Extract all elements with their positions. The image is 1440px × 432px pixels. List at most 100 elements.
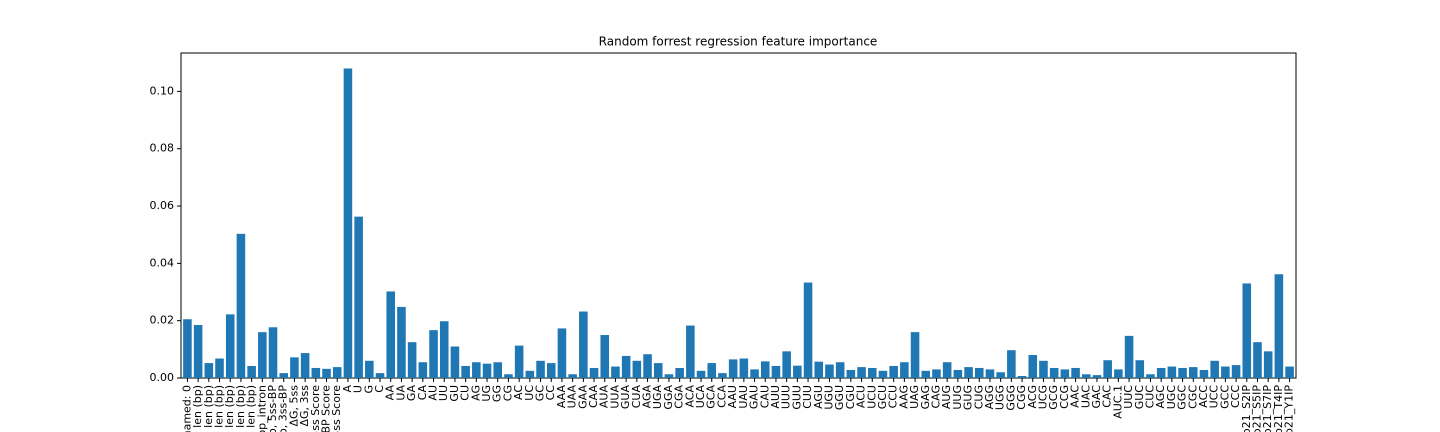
bar: [236, 233, 246, 378]
x-tick-label: GUC: [1133, 385, 1146, 410]
bar: [942, 362, 952, 378]
bar: [1285, 366, 1294, 378]
x-tick-label: AGU: [812, 385, 825, 409]
bar: [825, 364, 834, 378]
bar: [835, 362, 845, 378]
bar: [1263, 351, 1273, 378]
x-tick-label: UUA: [608, 385, 621, 409]
bar: [332, 367, 342, 378]
x-tick-label: p, 3ss-BP: [277, 385, 290, 432]
bar: [183, 319, 192, 378]
x-tick-label: 5ss Score: [309, 385, 322, 432]
bar: [1135, 360, 1145, 378]
bar: [215, 358, 224, 378]
bar: [482, 363, 492, 378]
x-tick-label: GC: [534, 385, 547, 402]
x-tick-label: CGA: [673, 385, 686, 409]
x-tick-label: CU: [459, 385, 472, 401]
bar: [1146, 374, 1155, 378]
bar: [375, 373, 385, 378]
x-tick-label: GG: [491, 385, 504, 402]
bar: [900, 362, 909, 378]
x-tick-label: AA: [384, 385, 397, 401]
bar: [760, 361, 770, 378]
bar: [311, 367, 321, 378]
bar: [1167, 366, 1177, 378]
bar: [418, 362, 428, 378]
bar: [1178, 367, 1187, 378]
bar: [204, 363, 214, 378]
bar: [921, 370, 931, 378]
x-tick-label: ACG: [1026, 385, 1039, 409]
bar: [472, 362, 481, 378]
y-tick-label: 0.08: [150, 142, 175, 155]
x-tick-label: UGU: [822, 385, 835, 410]
bar: [803, 282, 813, 378]
x-tick-label: GA: [405, 385, 418, 402]
bar: [1221, 366, 1230, 378]
x-tick-label: 1 len (bp): [202, 385, 215, 432]
bar: [589, 367, 599, 378]
bar: [996, 372, 1005, 378]
x-tick-label: CAG: [929, 385, 942, 409]
bar: [1231, 365, 1241, 378]
bar: [525, 370, 535, 378]
x-tick-label: AUC.1: [1111, 385, 1124, 419]
y-tick-label: 0.06: [150, 199, 175, 212]
x-tick-label: CAA: [587, 385, 600, 409]
plot-frame: [180, 52, 1297, 379]
bar: [568, 374, 577, 378]
bar: [546, 363, 556, 378]
bar: [1017, 375, 1027, 378]
bar: [793, 365, 802, 378]
x-tick-label: CCU: [887, 385, 900, 408]
x-tick-label: p len (bp): [234, 385, 247, 432]
bar: [1039, 360, 1048, 378]
y-tick-label: 0.04: [150, 256, 175, 269]
bar: [1071, 367, 1080, 378]
bar: [1103, 360, 1112, 378]
x-tick-label: AUG: [940, 385, 953, 409]
bar: [354, 216, 363, 378]
x-tick-label: ACA: [683, 385, 696, 408]
bar: [536, 360, 545, 378]
x-tick-label: o21_S2IP: [1240, 385, 1253, 432]
x-tick-label: CUC: [1143, 385, 1156, 409]
bar: [1210, 360, 1219, 378]
bar: [247, 365, 256, 378]
chart-title: Random forrest regression feature import…: [599, 35, 878, 49]
bar: [889, 365, 898, 378]
x-tick-label: CAU: [758, 385, 771, 408]
bar: [771, 365, 781, 378]
x-tick-label: CG: [501, 385, 514, 401]
x-tick-label: CUA: [630, 385, 643, 409]
bar: [1060, 369, 1070, 378]
x-tick-label: e len (bp): [191, 385, 204, 432]
x-tick-label: UCC: [1208, 385, 1221, 409]
y-tick-label: 0.00: [150, 371, 175, 384]
x-tick-label: CAC: [1101, 385, 1114, 408]
bar: [718, 373, 727, 378]
x-tick-label: GCU: [876, 385, 889, 409]
x-tick-label: UCG: [1036, 385, 1049, 409]
x-tick-label: UAG: [908, 385, 921, 409]
x-tick-label: U: [352, 385, 365, 393]
bar: [407, 342, 417, 378]
bar: [814, 361, 824, 378]
bar: [675, 367, 684, 378]
x-tick-label: AGC: [1154, 385, 1167, 409]
x-tick-label: AG: [469, 385, 482, 401]
bar: [386, 291, 396, 378]
x-tick-label: UCU: [865, 385, 878, 409]
bar: [686, 325, 695, 378]
bar: [750, 369, 759, 378]
x-tick-label: AGA: [641, 385, 654, 409]
x-tick-label: GCA: [705, 385, 718, 409]
x-tick-label: AUU: [769, 385, 782, 409]
x-tick-label: GGU: [833, 385, 846, 410]
bar: [514, 345, 524, 378]
x-tick-label: G: [362, 385, 375, 394]
x-tick-label: C: [373, 385, 386, 393]
x-tick-label: GAA: [576, 385, 589, 409]
